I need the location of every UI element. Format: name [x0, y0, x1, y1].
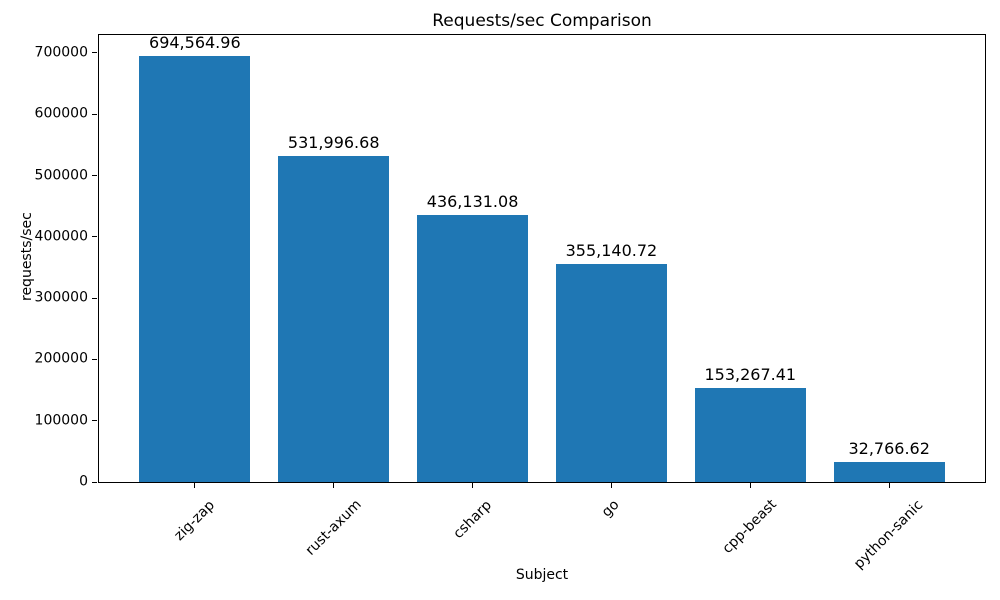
x-tick-mark	[194, 483, 196, 488]
y-tick-label: 400000	[34, 228, 88, 245]
x-tick-label-go: go	[599, 496, 623, 521]
y-tick-mark	[92, 236, 97, 238]
y-tick-label: 500000	[34, 167, 88, 184]
y-tick-label: 300000	[34, 289, 88, 306]
y-tick-label: 700000	[34, 44, 88, 61]
x-tick-label-zig-zap: zig-zap	[171, 496, 218, 544]
y-tick-label: 100000	[34, 412, 88, 429]
y-tick-label: 200000	[34, 350, 88, 367]
x-tick-mark	[472, 483, 474, 488]
x-tick-label-rust-axum: rust-axum	[302, 497, 365, 560]
bar-value-label-zig-zap: 694,564.96	[149, 33, 241, 53]
bar-python-sanic	[833, 461, 945, 482]
y-tick-mark	[92, 297, 97, 299]
bar-value-label-cpp-beast: 153,267.41	[704, 365, 797, 385]
y-tick-mark	[92, 358, 97, 360]
y-tick-mark	[92, 52, 97, 54]
bar-go	[555, 264, 667, 482]
bar-value-label-csharp: 436,131.08	[426, 191, 519, 211]
y-tick-mark	[92, 420, 97, 422]
y-tick-mark	[92, 113, 97, 115]
x-tick-mark	[888, 483, 890, 488]
bar-value-label-go: 355,140.72	[565, 241, 658, 261]
x-tick-mark	[333, 483, 335, 488]
x-tick-label-python-sanic: python-sanic	[851, 496, 927, 573]
y-tick-label: 0	[79, 473, 88, 490]
bar-value-label-rust-axum: 531,996.68	[287, 132, 380, 152]
x-tick-label-csharp: csharp	[449, 496, 495, 542]
bar-csharp	[417, 214, 529, 482]
x-tick-mark	[749, 483, 751, 488]
x-axis-label: Subject	[515, 567, 569, 583]
bar-value-label-python-sanic: 32,766.62	[848, 438, 930, 458]
bar-rust-axum	[278, 155, 390, 482]
chart-title: Requests/sec Comparison	[432, 11, 652, 31]
bar-cpp-beast	[694, 388, 806, 482]
x-tick-mark	[610, 483, 612, 488]
x-tick-label-cpp-beast: cpp-beast	[719, 496, 781, 558]
y-tick-mark	[92, 175, 97, 177]
y-tick-label: 600000	[34, 105, 88, 122]
y-tick-mark	[92, 481, 97, 483]
plot-area: 694,564.96 531,996.68 436,131.08 355,140.72…	[98, 33, 986, 483]
bar-zig-zap	[139, 56, 251, 482]
y-axis-label: requests/sec	[19, 212, 35, 301]
